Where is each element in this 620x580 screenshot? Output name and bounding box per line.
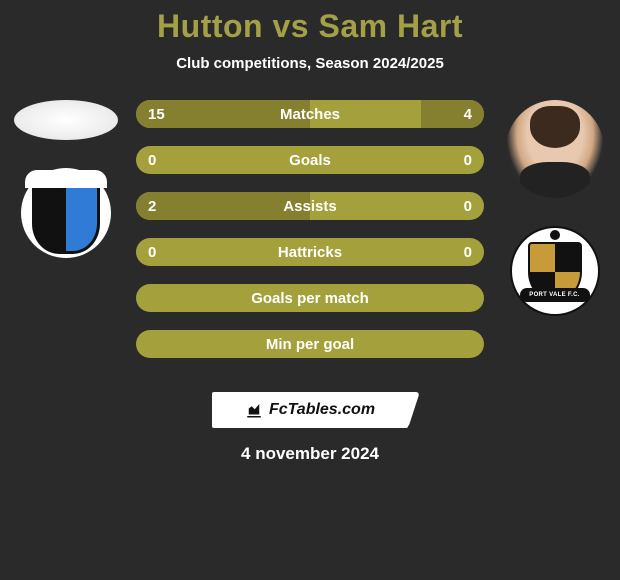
player1-avatar	[14, 100, 118, 140]
stat-label: Matches	[280, 106, 340, 123]
player1-club-name: GILLINGHAM FOOTBALL CLUB	[31, 172, 101, 184]
date-text: 4 november 2024	[0, 444, 620, 464]
stat-label: Assists	[283, 198, 336, 215]
stat-value-left: 0	[148, 244, 156, 261]
stat-value-right: 0	[464, 244, 472, 261]
stat-value-left: 0	[148, 152, 156, 169]
stat-value-right: 0	[464, 152, 472, 169]
stat-label: Goals	[289, 152, 331, 169]
player1-club-badge: GILLINGHAM FOOTBALL CLUB	[21, 168, 111, 258]
player2-club-name: PORT VALE F.C.	[520, 288, 590, 302]
brand-badge[interactable]: FcTables.com	[212, 392, 408, 428]
stat-label: Min per goal	[266, 336, 354, 353]
stat-bars: 15 4 Matches 0 0 Goals 2 0 Assists 0 0 Hattricks Goa…	[136, 100, 484, 358]
left-player-column: GILLINGHAM FOOTBALL CLUB	[8, 100, 123, 258]
stat-bar: 15 4 Matches	[136, 100, 484, 128]
brand-text: FcTables.com	[269, 401, 375, 419]
stat-fill-right	[421, 100, 484, 128]
player2-avatar	[506, 100, 604, 198]
stat-label: Hattricks	[278, 244, 342, 261]
stat-bar: Min per goal	[136, 330, 484, 358]
stat-bar: 0 0 Goals	[136, 146, 484, 174]
comparison-panel: GILLINGHAM FOOTBALL CLUB PORT VALE F.C. …	[0, 100, 620, 380]
brand-chart-icon	[245, 401, 263, 419]
subtitle: Club competitions, Season 2024/2025	[0, 55, 620, 72]
stat-bar: Goals per match	[136, 284, 484, 312]
stat-value-left: 15	[148, 106, 165, 123]
stat-value-left: 2	[148, 198, 156, 215]
stat-bar: 2 0 Assists	[136, 192, 484, 220]
stat-value-right: 4	[464, 106, 472, 123]
stat-value-right: 0	[464, 198, 472, 215]
page-title: Hutton vs Sam Hart	[0, 0, 620, 45]
stat-label: Goals per match	[251, 290, 369, 307]
player2-club-badge: PORT VALE F.C.	[510, 226, 600, 316]
stat-bar: 0 0 Hattricks	[136, 238, 484, 266]
right-player-column: PORT VALE F.C.	[497, 100, 612, 316]
